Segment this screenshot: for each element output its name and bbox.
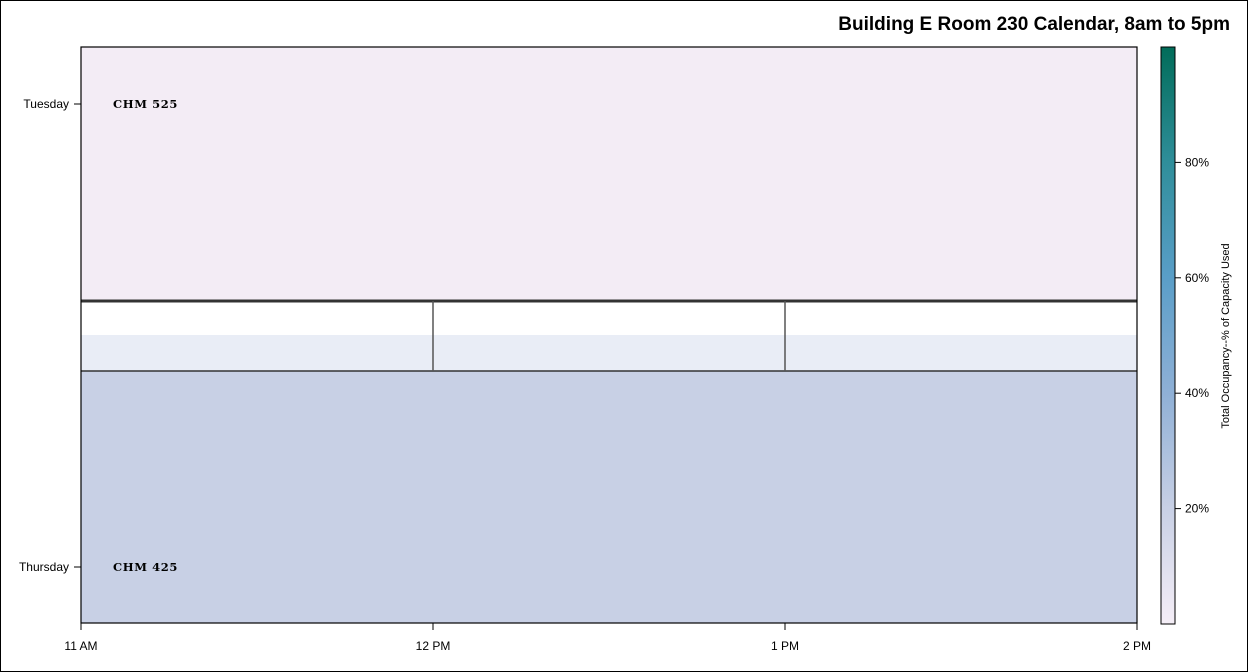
- gap-band: [81, 335, 1137, 371]
- plot-border: [80, 46, 1138, 624]
- y-tick-label: Thursday: [19, 560, 69, 574]
- y-tick-label: Tuesday: [23, 97, 69, 111]
- event-label: CHM 425: [113, 560, 178, 574]
- x-tick-label: 2 PM: [1123, 639, 1151, 653]
- colorbar-tick-label: 20%: [1185, 502, 1209, 516]
- x-tick-label: 12 PM: [416, 639, 451, 653]
- colorbar-tick-label: 60%: [1185, 271, 1209, 285]
- x-tick-label: 1 PM: [771, 639, 799, 653]
- event-block-chm-525: [81, 47, 1137, 301]
- event-label: CHM 525: [113, 97, 178, 111]
- colorbar-tick-label: 80%: [1185, 155, 1209, 169]
- colorbar-title: Total Occupancy--% of Capacity Used: [1220, 243, 1232, 428]
- colorbar: [1160, 46, 1176, 625]
- event-block-chm-425: [81, 371, 1137, 623]
- chart-title: Building E Room 230 Calendar, 8am to 5pm: [838, 14, 1230, 35]
- colorbar-tick-label: 40%: [1185, 386, 1209, 400]
- x-tick-label: 11 AM: [64, 639, 97, 653]
